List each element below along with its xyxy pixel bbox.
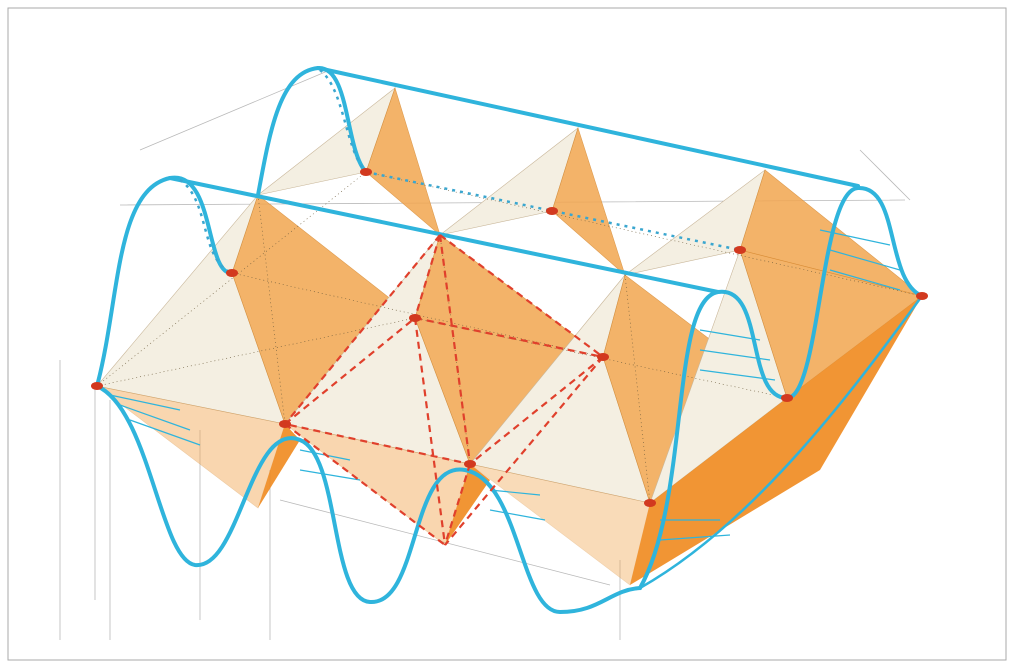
- nodes: [91, 168, 928, 507]
- node: [916, 292, 928, 300]
- face: [551, 127, 626, 276]
- node: [91, 382, 103, 390]
- lower-edge: [638, 294, 924, 590]
- node: [546, 207, 558, 215]
- node: [226, 269, 238, 277]
- node: [644, 499, 656, 507]
- valley-curve: [179, 69, 367, 275]
- faces: [96, 87, 923, 586]
- face: [445, 464, 490, 545]
- face: [365, 87, 441, 236]
- node: [279, 420, 291, 428]
- face: [258, 424, 300, 508]
- back-ridge: [316, 66, 860, 188]
- node: [734, 246, 746, 254]
- node: [464, 460, 476, 468]
- node: [360, 168, 372, 176]
- face: [630, 296, 922, 585]
- dotted-diagonals: [96, 171, 923, 504]
- node: [597, 353, 609, 361]
- node: [781, 394, 793, 402]
- front-wave: [95, 384, 642, 614]
- node: [409, 314, 421, 322]
- front-ridge: [168, 176, 720, 294]
